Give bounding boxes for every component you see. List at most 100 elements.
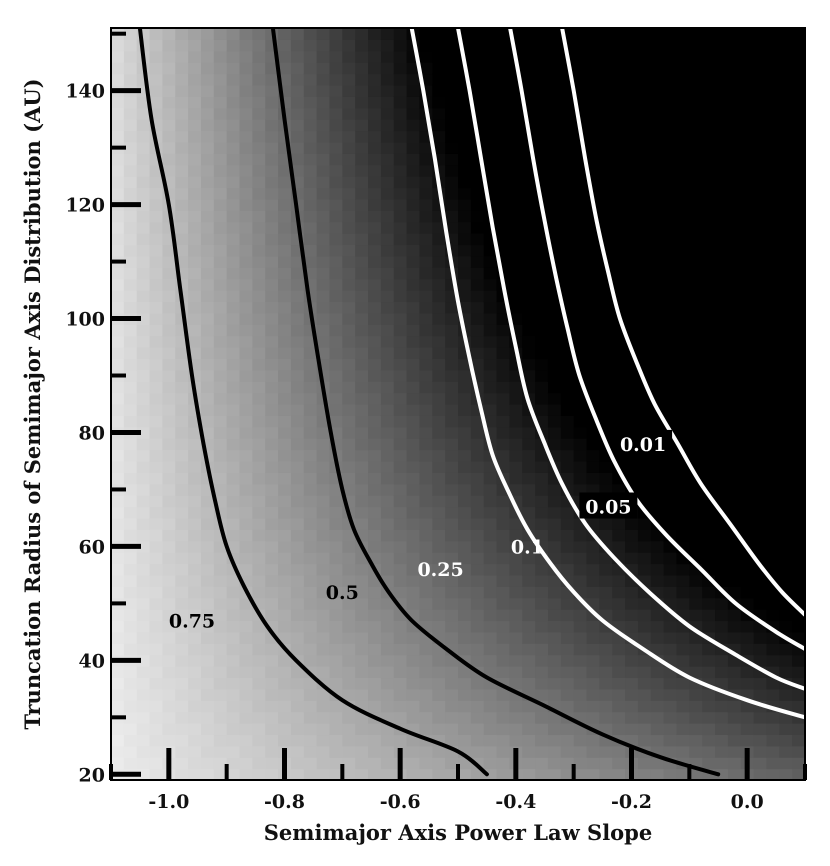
heatmap-cell (406, 96, 421, 109)
heatmap-cell (625, 141, 639, 154)
heatmap-cell (496, 187, 511, 200)
heatmap-cell (702, 119, 716, 132)
heatmap-cell (470, 369, 485, 382)
heatmap-cell (470, 198, 485, 211)
heatmap-cell (432, 153, 446, 166)
heatmap-cell (496, 119, 511, 132)
heatmap-cell (265, 301, 279, 314)
heatmap-cell (727, 552, 742, 565)
heatmap-cell (290, 483, 305, 496)
heatmap-cell (663, 472, 678, 485)
heatmap-cell (265, 768, 279, 780)
heatmap-cell (175, 358, 189, 371)
heatmap-cell (509, 460, 523, 473)
heatmap-cell (547, 700, 562, 713)
heatmap-cell (702, 73, 716, 86)
heatmap-cell (496, 39, 511, 52)
heatmap-cell (316, 643, 331, 656)
heatmap-cell (149, 654, 164, 667)
heatmap-cell (740, 631, 755, 644)
heatmap-cell (303, 28, 318, 40)
heatmap-cell (496, 404, 511, 416)
heatmap-cell (329, 39, 343, 52)
heatmap-cell (278, 404, 292, 416)
y-axis-title: Truncation Radius of Semimajor Axis Dist… (20, 78, 45, 729)
heatmap-cell (535, 255, 549, 268)
heatmap-cell (226, 723, 241, 736)
heatmap-cell (766, 96, 780, 109)
heatmap-cell (573, 335, 588, 348)
heatmap-cell (535, 734, 549, 747)
heatmap-cell (303, 426, 318, 439)
heatmap-cell (380, 666, 395, 679)
heatmap-cell (740, 472, 755, 485)
heatmap-cell (226, 301, 241, 314)
heatmap-cell (393, 187, 408, 200)
heatmap-cell (149, 62, 164, 75)
heatmap-cell (663, 187, 678, 200)
heatmap-cell (226, 244, 241, 257)
heatmap-cell (766, 392, 780, 405)
heatmap-cell (676, 426, 690, 439)
heatmap-cell (213, 324, 228, 337)
heatmap-cell (676, 210, 690, 223)
heatmap-cell (612, 700, 626, 713)
heatmap-cell (188, 347, 202, 360)
heatmap-cell (342, 324, 356, 337)
heatmap-cell (200, 301, 215, 314)
heatmap-cell (393, 278, 408, 291)
heatmap-cell (779, 483, 793, 496)
heatmap-cell (355, 244, 369, 257)
heatmap-cell (445, 39, 459, 52)
heatmap-cell (380, 221, 395, 234)
heatmap-cell (175, 255, 189, 268)
heatmap-cell (458, 278, 472, 291)
heatmap-cell (689, 529, 703, 542)
heatmap-cell (547, 540, 562, 553)
heatmap-cell (650, 757, 665, 770)
heatmap-cell (175, 267, 189, 280)
heatmap-cell (650, 301, 665, 314)
heatmap-cell (612, 529, 626, 542)
heatmap-cell (342, 483, 356, 496)
heatmap-cell (252, 677, 266, 690)
heatmap-cell (625, 631, 639, 644)
heatmap-cell (753, 255, 768, 268)
heatmap-cell (226, 84, 241, 97)
heatmap-cell (278, 187, 292, 200)
heatmap-cell (560, 381, 575, 394)
heatmap-cell (586, 221, 600, 234)
heatmap-cell (265, 586, 279, 599)
heatmap-cell (380, 130, 395, 143)
heatmap-cell (599, 483, 613, 496)
heatmap-cell (380, 267, 395, 280)
x-tick-label: 0.0 (731, 791, 764, 813)
heatmap-cell (445, 50, 459, 63)
heatmap-cell (740, 700, 755, 713)
heatmap-cell (162, 301, 176, 314)
heatmap-cell (535, 141, 549, 154)
heatmap-cell (560, 529, 575, 542)
heatmap-cell (753, 757, 768, 770)
heatmap-cell (432, 130, 446, 143)
heatmap-cell (586, 483, 600, 496)
heatmap-cell (316, 483, 331, 496)
heatmap-cell (175, 73, 189, 86)
heatmap-cell (303, 164, 318, 177)
heatmap-cell (290, 574, 305, 587)
heatmap-cell (175, 631, 189, 644)
heatmap-cell (637, 153, 652, 166)
heatmap-cell (496, 290, 511, 303)
heatmap-cell (393, 28, 408, 40)
heatmap-cell (547, 517, 562, 530)
heatmap-cell (573, 210, 588, 223)
heatmap-cell (599, 563, 613, 576)
heatmap-cell (188, 586, 202, 599)
heatmap-cell (329, 700, 343, 713)
heatmap-cell (727, 745, 742, 758)
heatmap-cell (406, 164, 421, 177)
heatmap-cell (239, 290, 253, 303)
heatmap-cell (612, 107, 626, 120)
heatmap-cell (265, 757, 279, 770)
heatmap-cell (175, 438, 189, 451)
